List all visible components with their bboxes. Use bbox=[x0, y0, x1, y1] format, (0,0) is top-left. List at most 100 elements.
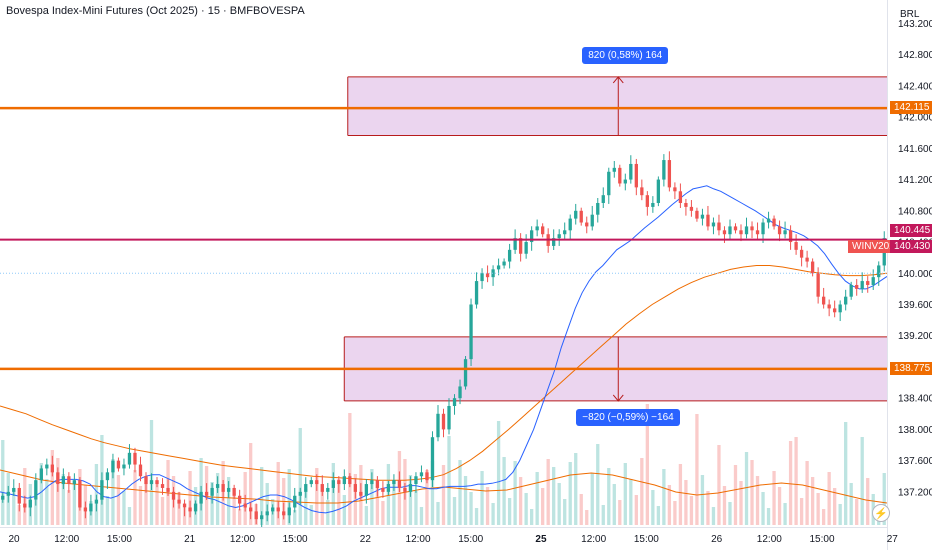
candle-body bbox=[794, 242, 797, 250]
volume-bar bbox=[585, 510, 588, 525]
candle-body bbox=[850, 285, 853, 297]
horizontal-levels[interactable] bbox=[0, 108, 887, 369]
candle-body bbox=[772, 219, 775, 227]
volume-bar bbox=[761, 492, 764, 525]
candle-body bbox=[7, 492, 10, 496]
candle-body bbox=[811, 262, 814, 274]
volume-bar bbox=[502, 457, 505, 525]
volume-bar bbox=[602, 505, 605, 525]
candle-body bbox=[723, 230, 726, 234]
volume-bar bbox=[155, 481, 158, 525]
volume-bar bbox=[420, 507, 423, 525]
volume-bar bbox=[547, 459, 550, 525]
volume-bar bbox=[486, 487, 489, 525]
candle-body bbox=[745, 226, 748, 234]
volume-bar bbox=[662, 469, 665, 525]
candle-body bbox=[569, 219, 572, 231]
upper-level-badge: 142.115 bbox=[890, 101, 932, 114]
candle-body bbox=[447, 406, 450, 429]
candle-body bbox=[348, 476, 351, 484]
candle-body bbox=[221, 484, 224, 492]
volume-bar bbox=[458, 460, 461, 525]
volume-bar bbox=[128, 507, 131, 525]
candle-body bbox=[684, 203, 687, 207]
time-tick-label: 12:00 bbox=[406, 534, 431, 545]
candle-body bbox=[491, 269, 494, 277]
volume-bar bbox=[695, 414, 698, 525]
candle-body bbox=[712, 223, 715, 227]
time-tick-label: 26 bbox=[711, 534, 723, 545]
candle-body bbox=[657, 180, 660, 203]
candle-body bbox=[629, 164, 632, 180]
candle-body bbox=[536, 226, 539, 230]
volume-bar bbox=[607, 468, 610, 525]
candle-body bbox=[827, 304, 830, 308]
candle-body bbox=[646, 195, 649, 207]
candle-body bbox=[315, 480, 318, 484]
candle-body bbox=[624, 180, 627, 184]
candle-body bbox=[199, 492, 202, 504]
volume-bar bbox=[365, 506, 368, 525]
candle-body bbox=[1, 496, 4, 500]
candle-body bbox=[607, 172, 610, 195]
candle-body bbox=[717, 223, 720, 231]
candle-body bbox=[706, 215, 709, 227]
candle-body bbox=[34, 480, 37, 500]
candle-body bbox=[23, 504, 26, 508]
candle-body bbox=[464, 359, 467, 386]
volume-bar bbox=[491, 503, 494, 525]
candle-body bbox=[365, 484, 368, 496]
volume-bar bbox=[706, 491, 709, 525]
candle-body bbox=[508, 250, 511, 262]
time-tick-label: 20 bbox=[8, 534, 20, 545]
candle-body bbox=[833, 308, 836, 312]
volume-bar bbox=[756, 476, 759, 525]
volume-bar bbox=[580, 494, 583, 525]
candle-body bbox=[95, 500, 98, 504]
candle-body bbox=[166, 488, 169, 492]
candle-body bbox=[839, 304, 842, 312]
lightning-icon[interactable]: ⚡ bbox=[872, 504, 890, 522]
volume-bar bbox=[739, 481, 742, 525]
candle-body bbox=[469, 304, 472, 359]
volume-bar bbox=[772, 471, 775, 525]
candle-body bbox=[45, 465, 48, 469]
candle-body bbox=[558, 234, 561, 238]
volume-bar bbox=[778, 487, 781, 525]
candle-body bbox=[304, 484, 307, 492]
candle-body bbox=[73, 480, 76, 484]
time-tick-label: 12:00 bbox=[581, 534, 606, 545]
price-tick-label: 139.600 bbox=[898, 300, 932, 311]
time-axis[interactable]: 20 12:00 15:00 21 12:00 15:00 22 12:00 15:00 25 12… bbox=[8, 534, 898, 545]
volume-bar bbox=[332, 463, 335, 525]
volume-bar bbox=[310, 505, 313, 525]
candle-body bbox=[783, 230, 786, 234]
volume-bar bbox=[805, 461, 808, 525]
candle-body bbox=[431, 437, 434, 480]
candle-body bbox=[144, 476, 147, 484]
candle-body bbox=[271, 507, 274, 511]
volume-bar bbox=[618, 500, 621, 525]
candle-body bbox=[139, 465, 142, 477]
candle-body bbox=[40, 468, 43, 480]
volume-bar bbox=[734, 465, 737, 525]
candle-body bbox=[122, 465, 125, 469]
candle-body bbox=[861, 281, 864, 289]
volume-bar bbox=[839, 504, 842, 525]
volume-bar bbox=[712, 507, 715, 525]
candle-body bbox=[822, 297, 825, 305]
volume-bar bbox=[139, 486, 142, 525]
volume-bar bbox=[690, 496, 693, 525]
candle-body bbox=[255, 511, 258, 519]
volume-bar bbox=[822, 509, 825, 525]
price-axis[interactable]: 143.200 142.800 142.400 142.000 141.600 141.2… bbox=[898, 19, 932, 498]
candle-body bbox=[866, 281, 869, 285]
candle-body bbox=[111, 461, 114, 473]
candle-body bbox=[425, 472, 428, 480]
candle-body bbox=[734, 226, 737, 230]
volume-bar bbox=[657, 506, 660, 525]
candle-body bbox=[359, 492, 362, 496]
candle-body bbox=[321, 484, 324, 492]
candle-body bbox=[877, 265, 880, 277]
